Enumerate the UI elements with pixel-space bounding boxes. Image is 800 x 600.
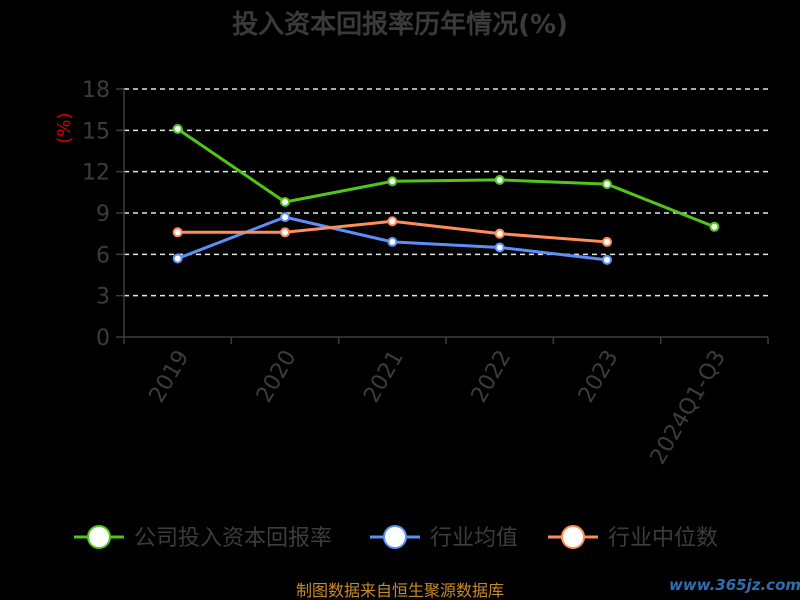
data-point — [172, 227, 183, 238]
data-point — [494, 242, 505, 253]
data-point — [280, 196, 290, 207]
y-tick-label: 0 — [96, 326, 110, 351]
grid-lines — [124, 88, 768, 297]
chart-title: 投入资本回报率历年情况(%) — [232, 9, 568, 40]
data-point — [602, 236, 612, 247]
legend-label: 行业中位数 — [608, 526, 718, 551]
data-point — [494, 228, 505, 239]
source-note: 制图数据来自恒生聚源数据库 — [296, 581, 504, 600]
data-point — [494, 174, 505, 185]
legend-marker — [87, 525, 111, 549]
x-tick-label: 2024Q1-Q3 — [646, 346, 731, 469]
x-tick-label: 2022 — [467, 346, 517, 407]
y-tick-label: 9 — [96, 202, 110, 227]
data-point — [602, 179, 612, 190]
x-tick-label: 2023 — [574, 346, 624, 407]
data-point — [280, 227, 290, 238]
series-group — [172, 123, 720, 265]
y-axis-unit-label: (%) — [54, 112, 75, 143]
y-tick-label: 3 — [96, 285, 110, 310]
data-point — [387, 216, 398, 227]
y-tick-label: 15 — [82, 119, 110, 144]
legend-label: 行业均值 — [430, 526, 518, 551]
legend-item-2[interactable]: 行业中位数 — [548, 525, 718, 551]
legend-item-0[interactable]: 公司投入资本回报率 — [74, 525, 332, 551]
x-tick-label: 2019 — [145, 346, 195, 407]
data-point — [387, 176, 398, 187]
legend-marker — [561, 525, 585, 549]
y-tick-label: 12 — [82, 161, 110, 186]
x-tick-label: 2020 — [252, 346, 302, 407]
data-point — [172, 253, 183, 264]
y-tick-label: 6 — [96, 243, 110, 268]
data-point — [387, 236, 398, 247]
series-2 — [172, 216, 612, 247]
x-axis: 2019 2020 2021 2022 2023 2024Q1-Q3 — [123, 336, 769, 469]
watermark: www.365jz.com — [669, 576, 800, 594]
legend-label: 公司投入资本回报率 — [134, 526, 332, 551]
x-tick-label: 2021 — [359, 346, 409, 407]
series-line — [176, 127, 715, 229]
data-point — [602, 254, 612, 265]
y-axis: 0 3 6 9 12 15 18 — [82, 78, 125, 351]
series-0 — [172, 123, 720, 232]
legend-marker — [383, 525, 407, 549]
data-point — [172, 123, 183, 134]
legend[interactable]: 公司投入资本回报率 行业均值 行业中位数 — [74, 525, 718, 551]
data-point — [709, 221, 720, 232]
y-tick-label: 18 — [82, 78, 110, 103]
data-point — [280, 212, 290, 223]
legend-item-1[interactable]: 行业均值 — [370, 525, 518, 551]
